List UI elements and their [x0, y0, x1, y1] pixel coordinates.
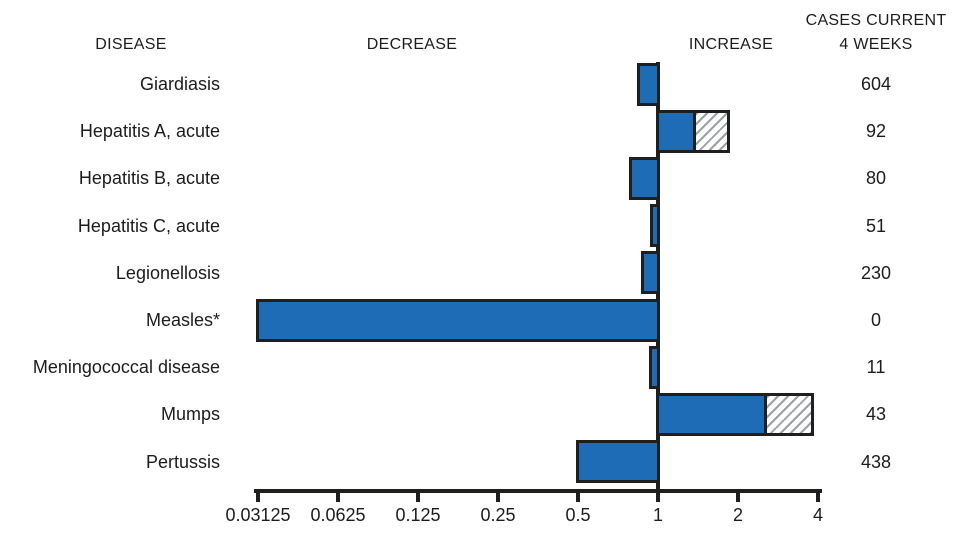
bar-beyond-historical-limit: [693, 109, 730, 153]
column-header-decrease: DECREASE: [366, 36, 458, 53]
x-axis-tick-label: 1: [652, 505, 663, 525]
bar-decrease: [650, 204, 660, 248]
disease-label: Pertussis: [145, 451, 220, 472]
bar-decrease: [576, 440, 660, 484]
column-header-increase: INCREASE: [688, 36, 774, 53]
cases-value: 43: [865, 404, 887, 425]
bar-decrease: [641, 251, 660, 295]
disease-label: Hepatitis A, acute: [79, 121, 220, 142]
cases-value: 11: [866, 357, 886, 378]
x-axis-tick-label: 2: [732, 505, 743, 525]
disease-label: Mumps: [160, 404, 220, 425]
x-axis-tick-label: 0.0625: [310, 505, 366, 525]
disease-label: Hepatitis B, acute: [78, 168, 220, 189]
cases-value: 230: [860, 262, 892, 283]
x-axis-tick: [256, 489, 260, 502]
cases-header-line2: 4 WEEKS: [839, 36, 913, 53]
bar-decrease: [628, 156, 660, 200]
cases-value: 80: [865, 168, 887, 189]
bar-increase: [656, 392, 768, 436]
disease-label: Measles*: [145, 310, 220, 330]
cases-value: 604: [860, 74, 892, 94]
disease-label: Giardiasis: [139, 74, 220, 94]
cases-value: 438: [860, 451, 892, 472]
cases-header-line1: CASES CURRENT: [805, 12, 947, 29]
disease-label: Hepatitis C, acute: [77, 215, 220, 236]
x-axis-tick-label: 4: [812, 505, 823, 525]
x-axis-tick: [496, 489, 500, 502]
x-axis-tick-label: 0.5: [565, 505, 591, 525]
disease-label: Meningococcal disease: [32, 357, 220, 378]
x-axis-tick-label: 0.125: [395, 505, 441, 525]
disease-label: Legionellosis: [115, 262, 220, 283]
column-header-cases: CASES CURRENT 4 WEEKS: [791, 9, 961, 57]
bar-increase: [656, 109, 697, 153]
cases-value: 92: [865, 121, 887, 142]
x-axis-tick: [576, 489, 580, 502]
x-axis-tick: [736, 489, 740, 502]
x-axis-tick: [336, 489, 340, 502]
column-header-disease: DISEASE: [95, 36, 167, 53]
x-axis-tick: [816, 489, 820, 502]
bar-decrease: [637, 62, 660, 106]
bar-decrease: [648, 345, 660, 389]
bar-decrease: [256, 298, 660, 342]
x-axis-tick: [416, 489, 420, 502]
x-axis-tick-label: 0.03125: [225, 505, 291, 525]
x-axis-line: [254, 489, 822, 493]
cases-value: 51: [865, 215, 887, 236]
x-axis-tick: [656, 489, 660, 502]
x-axis-tick-label: 0.25: [480, 505, 516, 525]
bar-beyond-historical-limit: [764, 392, 815, 436]
cases-value: 0: [870, 310, 881, 330]
